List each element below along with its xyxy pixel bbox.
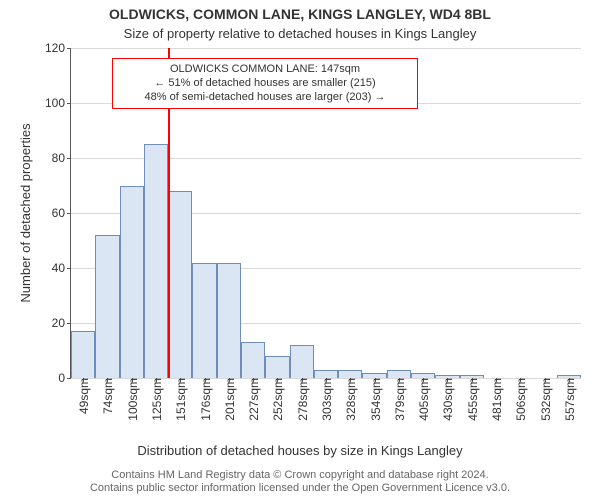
- footer-line: Contains public sector information licen…: [0, 482, 600, 496]
- xtick-label: 354sqm: [367, 378, 383, 421]
- xtick-label: 405sqm: [415, 378, 431, 421]
- chart-container: OLDWICKS, COMMON LANE, KINGS LANGLEY, WD…: [0, 0, 600, 500]
- chart-subtitle: Size of property relative to detached ho…: [0, 26, 600, 41]
- xtick-label: 430sqm: [439, 378, 455, 421]
- footer-line: Contains HM Land Registry data © Crown c…: [0, 469, 600, 483]
- histogram-bar: [144, 144, 168, 378]
- ytick-label: 60: [52, 206, 71, 220]
- ytick-label: 20: [52, 316, 71, 330]
- histogram-bar: [387, 370, 411, 378]
- x-axis-label: Distribution of detached houses by size …: [0, 443, 600, 458]
- ytick-label: 80: [52, 151, 71, 165]
- xtick-label: 252sqm: [269, 378, 285, 421]
- histogram-bar: [314, 370, 338, 378]
- xtick-label: 100sqm: [124, 378, 140, 421]
- gridline: [71, 48, 581, 49]
- histogram-bar: [120, 186, 144, 379]
- xtick-label: 532sqm: [537, 378, 553, 421]
- footer-attribution: Contains HM Land Registry data © Crown c…: [0, 469, 600, 497]
- xtick-label: 151sqm: [172, 378, 188, 421]
- xtick-label: 278sqm: [294, 378, 310, 421]
- xtick-label: 303sqm: [318, 378, 334, 421]
- xtick-label: 176sqm: [197, 378, 213, 421]
- ytick-label: 100: [45, 96, 71, 110]
- ytick-label: 40: [52, 261, 71, 275]
- histogram-bar: [241, 342, 265, 378]
- xtick-label: 227sqm: [245, 378, 261, 421]
- ytick-label: 120: [45, 41, 71, 55]
- histogram-bar: [192, 263, 216, 379]
- xtick-label: 557sqm: [561, 378, 577, 421]
- xtick-label: 49sqm: [75, 378, 91, 414]
- xtick-label: 328sqm: [342, 378, 358, 421]
- histogram-bar: [265, 356, 289, 378]
- annotation-line: OLDWICKS COMMON LANE: 147sqm: [121, 63, 409, 77]
- xtick-label: 481sqm: [488, 378, 504, 421]
- xtick-label: 506sqm: [512, 378, 528, 421]
- xtick-label: 74sqm: [99, 378, 115, 414]
- y-axis-label: Number of detached properties: [18, 48, 33, 378]
- histogram-bar: [217, 263, 241, 379]
- histogram-bar: [290, 345, 314, 378]
- ytick-label: 0: [58, 371, 71, 385]
- histogram-bar: [95, 235, 119, 378]
- histogram-bar: [71, 331, 95, 378]
- chart-title: OLDWICKS, COMMON LANE, KINGS LANGLEY, WD…: [0, 6, 600, 22]
- xtick-label: 379sqm: [391, 378, 407, 421]
- xtick-label: 125sqm: [148, 378, 164, 421]
- histogram-bar: [168, 191, 192, 378]
- xtick-label: 455sqm: [464, 378, 480, 421]
- annotation-line: ← 51% of detached houses are smaller (21…: [121, 77, 409, 91]
- histogram-bar: [338, 370, 362, 378]
- annotation-line: 48% of semi-detached houses are larger (…: [121, 91, 409, 105]
- xtick-label: 201sqm: [221, 378, 237, 421]
- annotation-box: OLDWICKS COMMON LANE: 147sqm ← 51% of de…: [112, 58, 418, 109]
